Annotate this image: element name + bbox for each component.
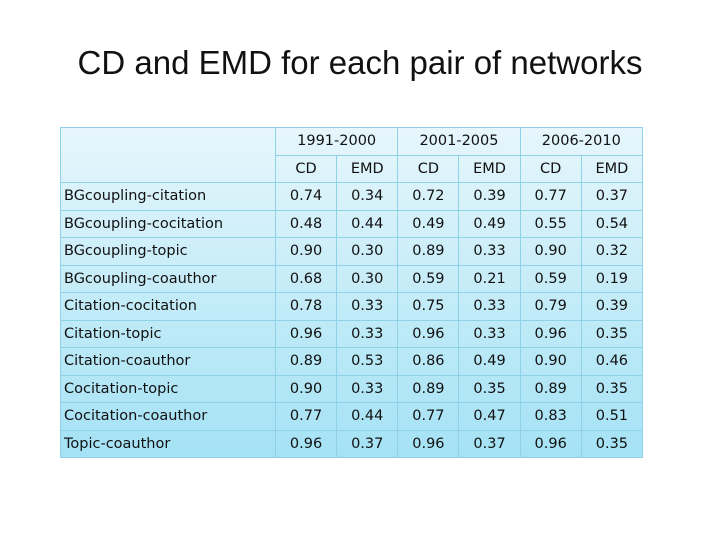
value-cell: 0.68 [274, 264, 338, 293]
value-cell: 0.54 [580, 209, 644, 238]
value-cell: 0.77 [397, 402, 460, 431]
slide-title: CD and EMD for each pair of networks [77, 44, 643, 81]
value-cell: 0.96 [274, 429, 338, 458]
row-label: Cocitation-coauthor [60, 402, 276, 431]
group-header-row: 1991-2000 2001-2005 2006-2010 [60, 127, 644, 183]
row-label: Topic-coauthor [60, 429, 276, 458]
value-cell: 0.33 [458, 237, 521, 266]
value-cell: 0.96 [397, 429, 460, 458]
value-cell: 0.90 [274, 237, 338, 266]
value-cell: 0.77 [274, 402, 338, 431]
value-cell: 0.59 [519, 264, 582, 293]
value-cell: 0.19 [580, 264, 644, 293]
value-cell: 0.74 [274, 182, 338, 211]
value-cell: 0.33 [336, 292, 399, 321]
data-table: 1991-2000 2001-2005 2006-2010 CD EMD CD EMD CD E… [60, 127, 644, 458]
value-cell: 0.33 [336, 374, 399, 403]
row-label: Cocitation-topic [60, 374, 276, 403]
value-cell: 0.77 [519, 182, 582, 211]
table-row: Citation-topic 0.96 0.33 0.96 0.33 0.96 0.35 [60, 319, 644, 348]
value-cell: 0.39 [580, 292, 644, 321]
value-cell: 0.83 [519, 402, 582, 431]
value-cell: 0.79 [519, 292, 582, 321]
value-cell: 0.49 [397, 209, 460, 238]
table-row: BGcoupling-citation 0.74 0.34 0.72 0.39 0.77 0… [60, 182, 644, 211]
value-cell: 0.21 [458, 264, 521, 293]
value-cell: 0.59 [397, 264, 460, 293]
sub-header: CD [519, 154, 582, 183]
value-cell: 0.96 [274, 319, 338, 348]
value-cell: 0.37 [580, 182, 644, 211]
value-cell: 0.89 [274, 347, 338, 376]
value-cell: 0.90 [274, 374, 338, 403]
row-label: BGcoupling-topic [60, 237, 276, 266]
sub-header: EMD [336, 154, 399, 183]
corner-cell [60, 127, 276, 183]
value-cell: 0.46 [580, 347, 644, 376]
row-label: Citation-coauthor [60, 347, 276, 376]
table-row: BGcoupling-cocitation 0.48 0.44 0.49 0.49 0.5… [60, 209, 644, 238]
value-cell: 0.35 [580, 319, 644, 348]
value-cell: 0.47 [458, 402, 521, 431]
value-cell: 0.33 [458, 319, 521, 348]
value-cell: 0.35 [580, 429, 644, 458]
value-cell: 0.72 [397, 182, 460, 211]
value-cell: 0.90 [519, 347, 582, 376]
value-cell: 0.49 [458, 347, 521, 376]
group-header: 2006-2010 [519, 127, 644, 156]
value-cell: 0.86 [397, 347, 460, 376]
table-row: Topic-coauthor 0.96 0.37 0.96 0.37 0.96 0.35 [60, 429, 644, 458]
value-cell: 0.96 [519, 319, 582, 348]
group-header: 2001-2005 [397, 127, 521, 156]
value-cell: 0.35 [580, 374, 644, 403]
row-label: Citation-topic [60, 319, 276, 348]
value-cell: 0.75 [397, 292, 460, 321]
value-cell: 0.32 [580, 237, 644, 266]
value-cell: 0.90 [519, 237, 582, 266]
value-cell: 0.37 [458, 429, 521, 458]
group-header: 1991-2000 [274, 127, 399, 156]
value-cell: 0.89 [519, 374, 582, 403]
value-cell: 0.33 [458, 292, 521, 321]
value-cell: 0.44 [336, 402, 399, 431]
row-label: BGcoupling-citation [60, 182, 276, 211]
table-row: Citation-coauthor 0.89 0.53 0.86 0.49 0.90 0.4… [60, 347, 644, 376]
value-cell: 0.51 [580, 402, 644, 431]
value-cell: 0.96 [397, 319, 460, 348]
value-cell: 0.30 [336, 237, 399, 266]
sub-header: CD [274, 154, 338, 183]
table-row: Citation-cocitation 0.78 0.33 0.75 0.33 0.79 0… [60, 292, 644, 321]
value-cell: 0.44 [336, 209, 399, 238]
sub-header: EMD [580, 154, 644, 183]
value-cell: 0.78 [274, 292, 338, 321]
sub-header: EMD [458, 154, 521, 183]
sub-header: CD [397, 154, 460, 183]
value-cell: 0.55 [519, 209, 582, 238]
value-cell: 0.33 [336, 319, 399, 348]
value-cell: 0.34 [336, 182, 399, 211]
sub-header-row: CD EMD CD EMD CD EMD [61, 154, 644, 183]
value-cell: 0.37 [336, 429, 399, 458]
table-row: BGcoupling-coauthor 0.68 0.30 0.59 0.21 0.59 0… [60, 264, 644, 293]
value-cell: 0.96 [519, 429, 582, 458]
table-row: Cocitation-coauthor 0.77 0.44 0.77 0.47 0.83 0… [60, 402, 644, 431]
row-label: BGcoupling-cocitation [60, 209, 276, 238]
value-cell: 0.89 [397, 237, 460, 266]
value-cell: 0.30 [336, 264, 399, 293]
value-cell: 0.35 [458, 374, 521, 403]
row-label: BGcoupling-coauthor [60, 264, 276, 293]
value-cell: 0.53 [336, 347, 399, 376]
value-cell: 0.89 [397, 374, 460, 403]
table-row: Cocitation-topic 0.90 0.33 0.89 0.35 0.89 0.35 [60, 374, 644, 403]
row-label: Citation-cocitation [60, 292, 276, 321]
value-cell: 0.39 [458, 182, 521, 211]
value-cell: 0.49 [458, 209, 521, 238]
value-cell: 0.48 [274, 209, 338, 238]
table-row: BGcoupling-topic 0.90 0.30 0.89 0.33 0.90 0.32 [60, 237, 644, 266]
